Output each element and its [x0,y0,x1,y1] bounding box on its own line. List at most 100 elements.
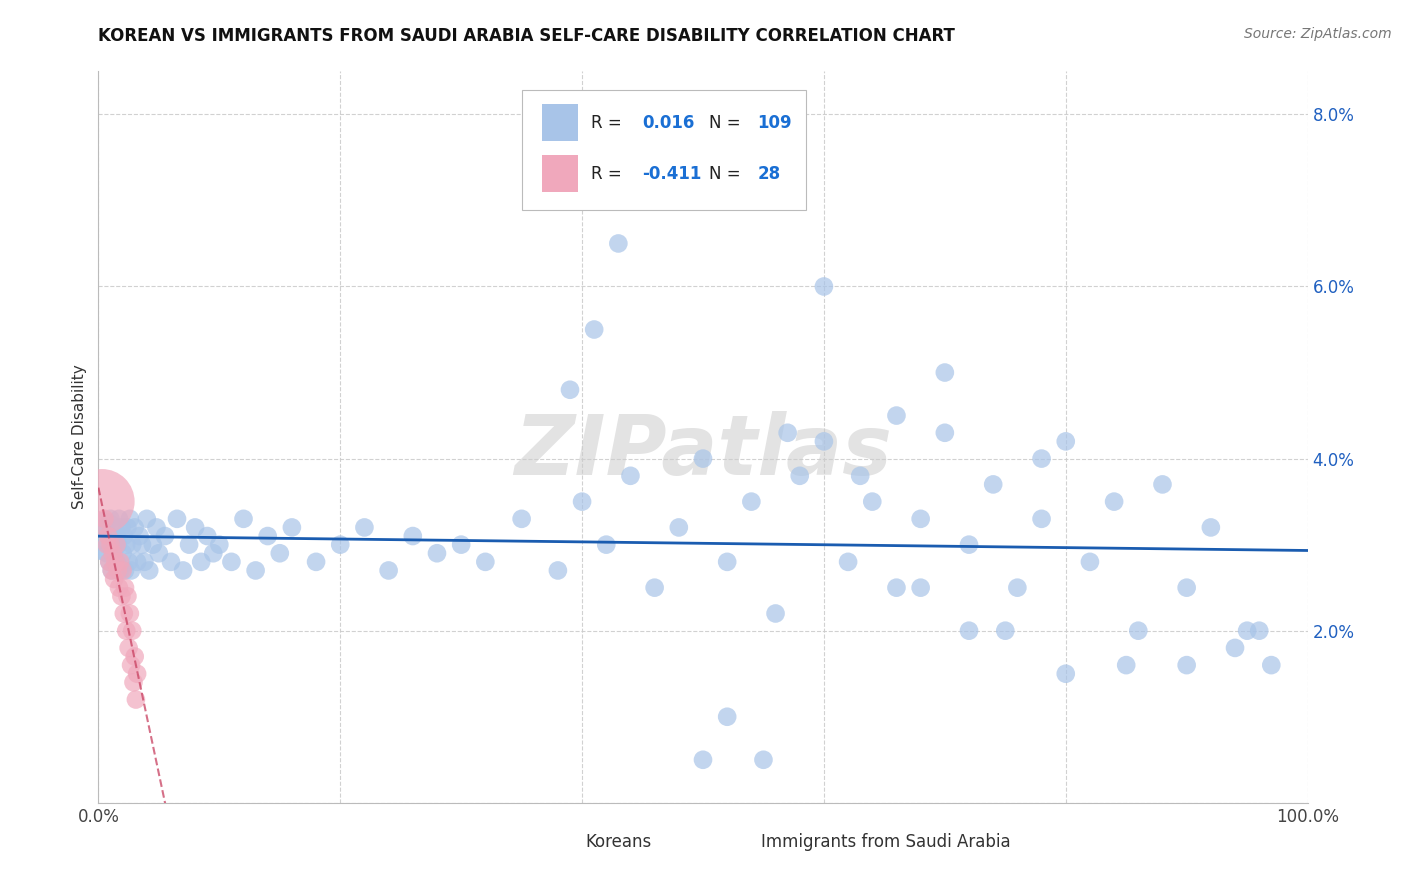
Text: N =: N = [709,165,747,183]
Point [329,538,352,552]
Point [128,529,150,543]
Point [619,468,641,483]
Point [179,538,201,552]
Point [1128,624,1150,638]
Point [114,581,136,595]
Point [232,512,254,526]
Point [105,538,128,552]
Point [740,494,762,508]
Point [752,753,775,767]
Point [118,640,141,655]
Text: R =: R = [591,165,627,183]
Point [103,546,125,560]
Point [595,538,617,552]
Point [957,624,980,638]
Point [166,512,188,526]
FancyBboxPatch shape [522,90,806,211]
Point [910,581,932,595]
Point [127,666,149,681]
Point [195,529,218,543]
Point [121,624,143,638]
Point [1054,434,1077,449]
Point [583,322,606,336]
Point [111,564,134,578]
Text: ZIPatlas: ZIPatlas [515,411,891,492]
Point [103,572,125,586]
Point [426,546,449,560]
Point [776,425,799,440]
Text: R =: R = [591,113,627,131]
Point [153,529,176,543]
Point [716,710,738,724]
Point [269,546,291,560]
Point [104,538,127,552]
Point [112,529,135,543]
Point [100,538,122,552]
Point [547,564,569,578]
Text: 109: 109 [758,113,792,131]
Point [1031,451,1053,466]
Point [117,589,139,603]
Point [115,538,138,552]
Point [120,658,142,673]
Point [93,520,115,534]
Point [668,520,690,534]
Point [813,279,835,293]
Point [1054,666,1077,681]
Point [1223,640,1246,655]
Point [135,512,157,526]
Point [1152,477,1174,491]
Point [114,564,136,578]
Point [138,564,160,578]
Point [1115,658,1137,673]
Point [118,607,141,621]
Point [934,366,956,380]
Point [510,512,533,526]
Point [1007,581,1029,595]
Point [145,520,167,534]
Point [125,692,148,706]
Point [127,555,149,569]
Text: 0.016: 0.016 [643,113,695,131]
Point [107,564,129,578]
Point [160,555,183,569]
Point [716,555,738,569]
Point [558,383,581,397]
FancyBboxPatch shape [543,155,578,192]
Point [849,468,872,483]
Text: -0.411: -0.411 [643,165,702,183]
Point [981,477,1004,491]
Point [886,409,908,423]
Point [837,555,859,569]
Point [1175,658,1198,673]
Point [281,520,304,534]
Text: N =: N = [709,113,747,131]
Point [377,564,399,578]
Point [121,538,143,552]
Point [221,555,243,569]
Point [110,520,132,534]
Point [172,564,194,578]
Point [860,494,883,508]
Point [245,564,267,578]
Point [108,564,131,578]
Text: Koreans: Koreans [586,832,652,851]
Point [813,434,835,449]
Point [124,520,146,534]
Point [256,529,278,543]
Point [120,564,142,578]
Point [97,529,120,543]
Point [571,494,593,508]
Point [148,546,170,560]
Point [101,529,124,543]
FancyBboxPatch shape [727,830,754,853]
FancyBboxPatch shape [551,830,578,853]
FancyBboxPatch shape [543,104,578,141]
Point [305,555,328,569]
Point [607,236,630,251]
Point [124,649,146,664]
Point [110,589,132,603]
Point [111,546,134,560]
Point [184,520,207,534]
Point [108,555,131,569]
